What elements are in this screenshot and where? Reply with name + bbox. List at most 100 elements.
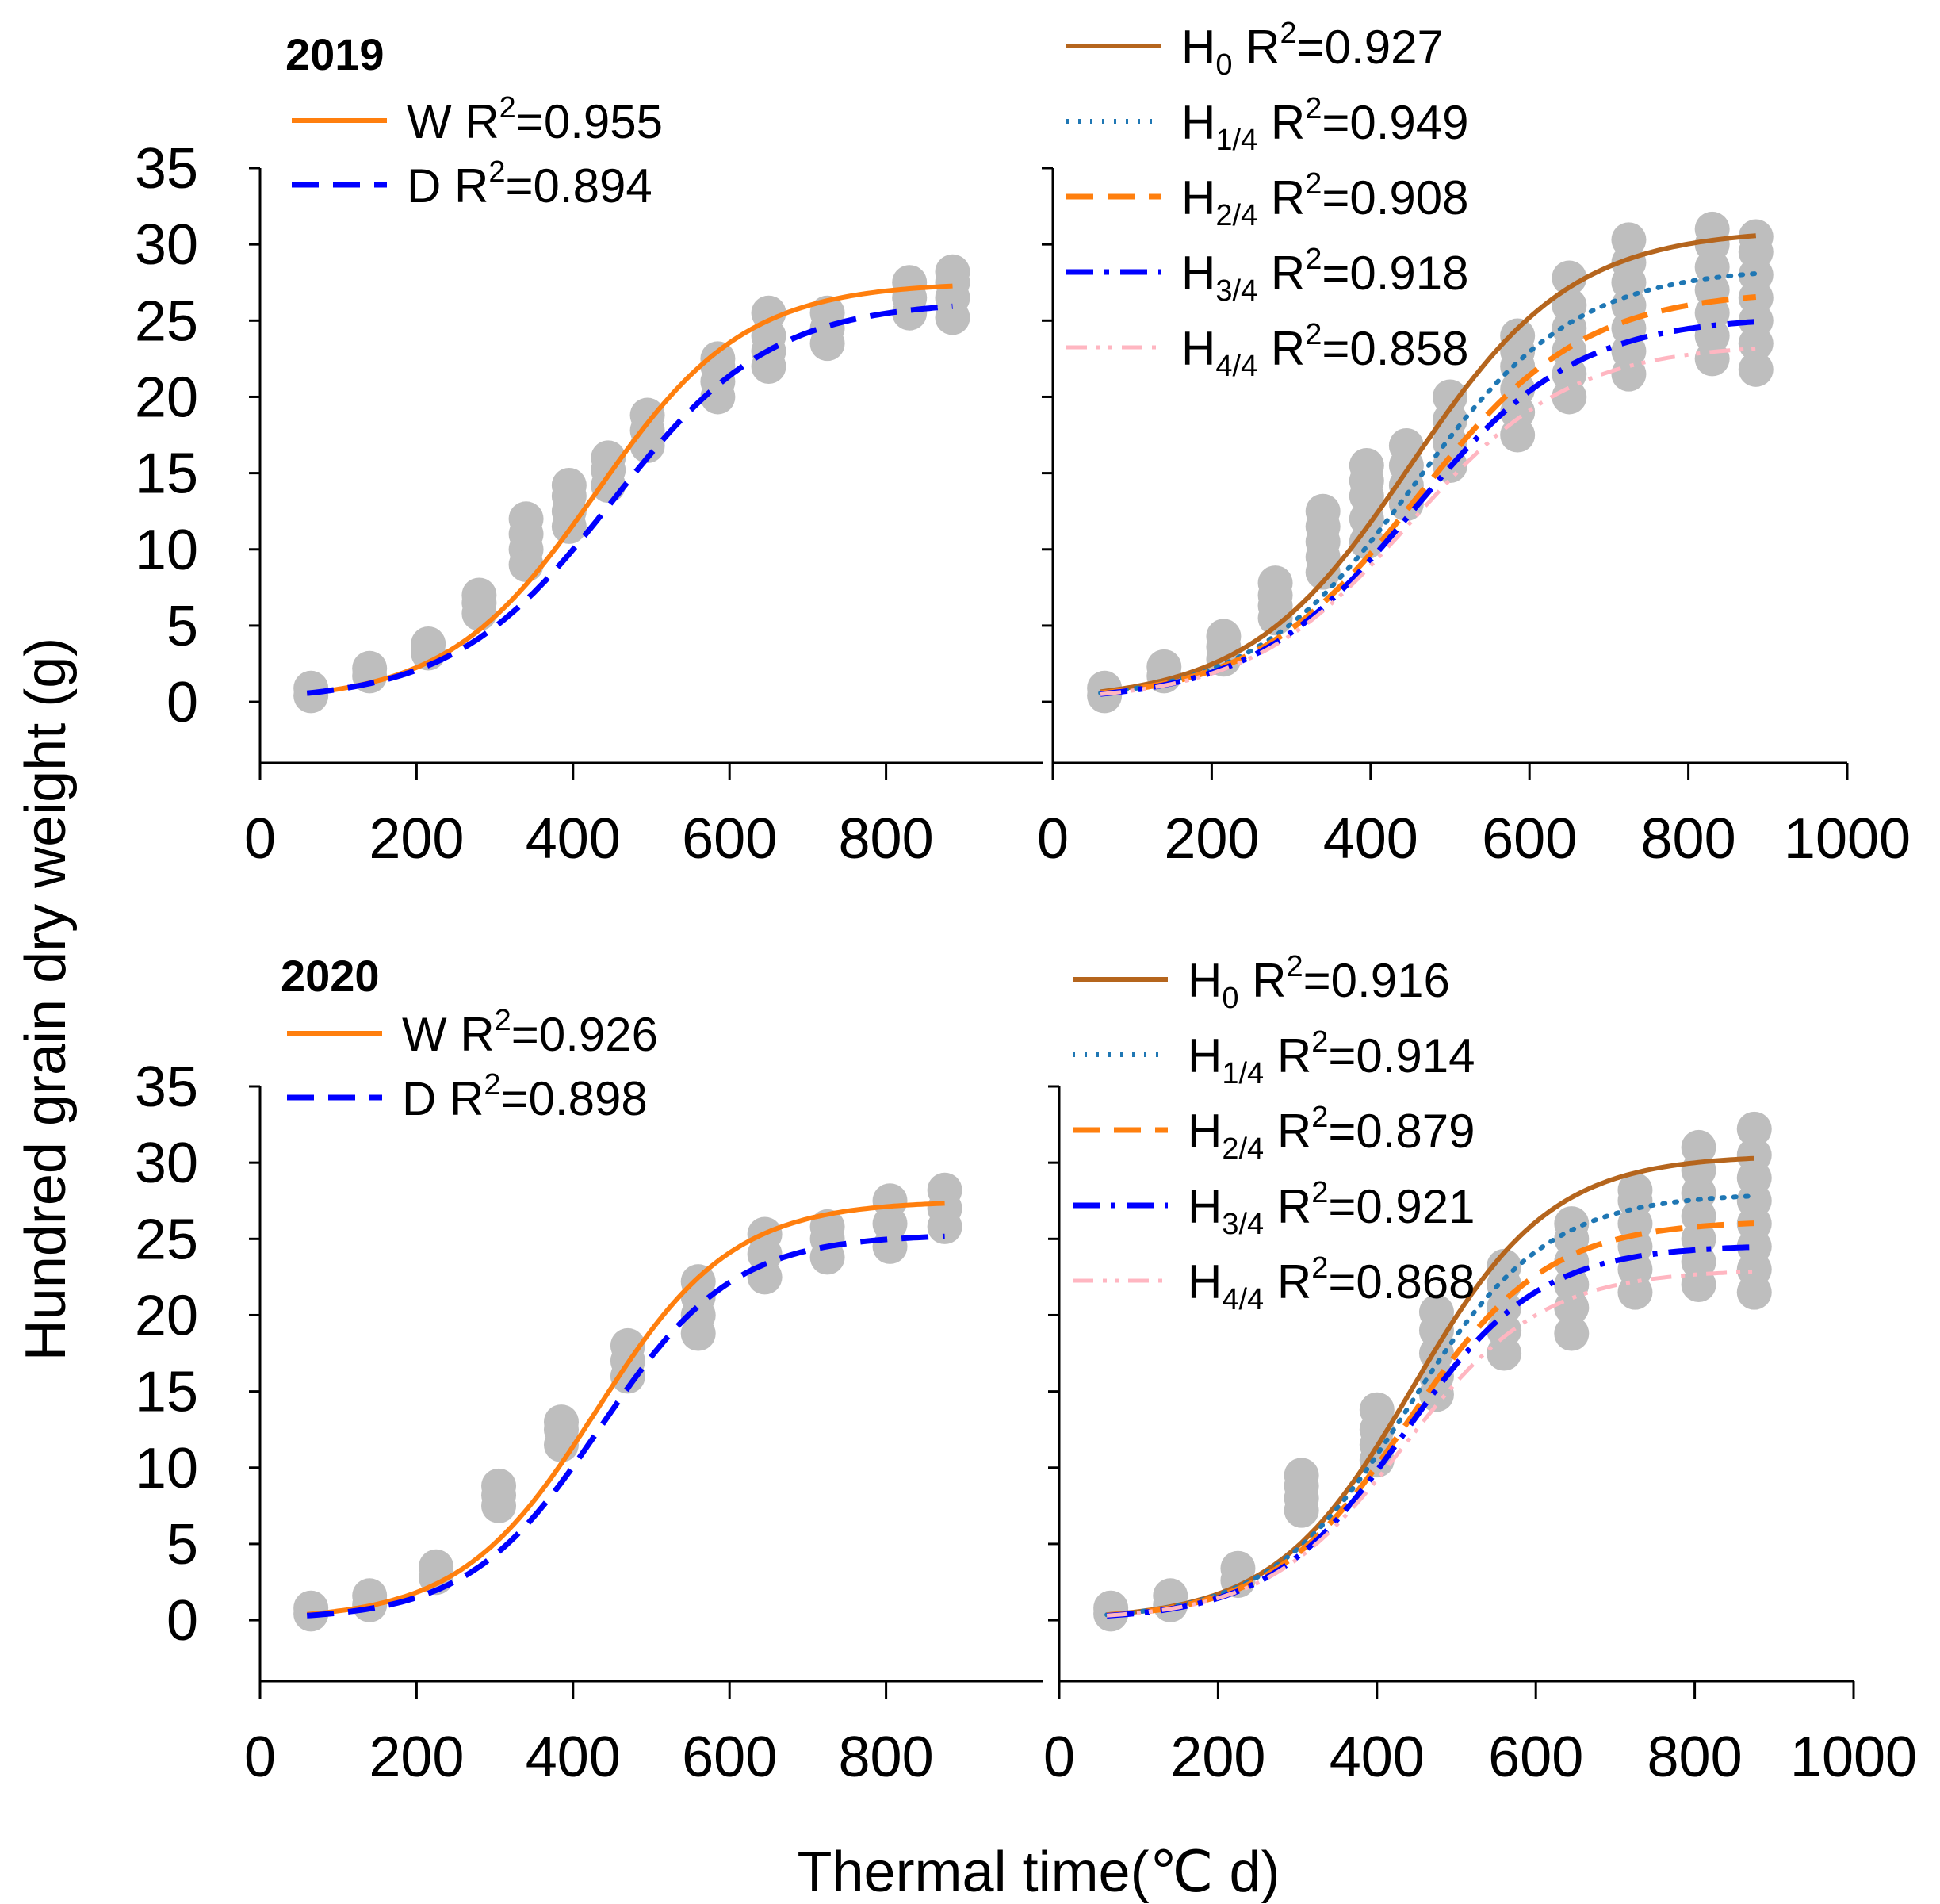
series-line-h1-4: [1098, 271, 1758, 695]
data-point: [700, 341, 736, 377]
legend-r-label: R: [465, 95, 499, 148]
data-point: [872, 1183, 908, 1219]
legend-symbol: H: [1181, 171, 1215, 224]
legend-superscript: 2: [1280, 17, 1297, 50]
legend-gap: [441, 159, 454, 213]
legend-r-label: R: [450, 1072, 484, 1125]
legend-entry: H0 R2=0.927: [1181, 17, 1444, 82]
legend-symbol: H: [1188, 1105, 1222, 1158]
legend-r2-value: =0.868: [1328, 1255, 1475, 1308]
data-point: [927, 1172, 962, 1208]
legend-symbol: W: [402, 1008, 447, 1061]
y-tick-label: 35: [135, 137, 198, 201]
data-point: [1617, 1172, 1653, 1208]
data-point: [1681, 1129, 1716, 1165]
x-tick-label: 400: [526, 807, 621, 871]
legend-gap: [1257, 322, 1271, 375]
legend-subscript: 3/4: [1215, 274, 1257, 308]
legend-r2-value: =0.879: [1328, 1105, 1475, 1158]
series-line-w: [306, 283, 953, 696]
y-tick-label: 10: [135, 519, 198, 582]
data-point: [1388, 428, 1424, 463]
x-tick-label: 0: [1043, 1726, 1075, 1789]
legend-superscript: 2: [499, 91, 516, 125]
x-tick-label: 400: [526, 1726, 621, 1789]
x-tick-label: 800: [839, 1726, 934, 1789]
legend-superscript: 2: [1305, 92, 1322, 125]
legend-gap: [1264, 1105, 1277, 1158]
legend-r2-value: =0.921: [1328, 1180, 1475, 1233]
series-line-h0: [1100, 233, 1757, 695]
legend-entry: H0 R2=0.916: [1188, 950, 1450, 1015]
data-point: [1093, 1590, 1129, 1626]
legend-entry: H3/4 R2=0.921: [1188, 1176, 1475, 1241]
legend-gap: [452, 95, 465, 148]
series-line-w: [306, 1201, 945, 1617]
legend-r2-value: =0.914: [1328, 1029, 1475, 1082]
legend-gap: [1264, 1180, 1277, 1233]
data-point: [1433, 379, 1467, 415]
x-tick-label: 200: [1164, 807, 1259, 871]
data-point: [1359, 1392, 1395, 1427]
legend-r2-value: =0.858: [1322, 322, 1468, 375]
x-tick-label: 200: [369, 1726, 464, 1789]
data-point: [1611, 222, 1647, 258]
y-tick-label: 15: [135, 442, 198, 506]
data-point: [543, 1404, 579, 1440]
legend-gap: [1264, 1255, 1277, 1308]
legend-r2-value: =0.949: [1322, 96, 1468, 149]
data-point: [481, 1468, 517, 1504]
x-tick-label: 0: [244, 1726, 276, 1789]
x-tick-label: 800: [839, 807, 934, 871]
y-tick-label: 20: [135, 1284, 198, 1347]
legend-superscript: 2: [1305, 167, 1322, 201]
legend-gap: [1257, 96, 1271, 149]
legend-subscript: 4/4: [1222, 1283, 1264, 1316]
legend-r2-value: =0.926: [511, 1008, 658, 1061]
y-tick-label: 20: [135, 366, 198, 429]
legend-gap: [436, 1072, 450, 1125]
legend-symbol: D: [407, 159, 441, 213]
legend-subscript: 1/4: [1215, 124, 1257, 157]
data-point: [1087, 670, 1123, 706]
legend-superscript: 2: [1305, 243, 1322, 276]
legend-r-label: R: [454, 159, 488, 213]
data-point: [1500, 318, 1536, 354]
x-tick-label: 600: [682, 1726, 777, 1789]
legend-entry: H4/4 R2=0.858: [1181, 318, 1469, 383]
data-point: [1220, 1550, 1256, 1586]
legend-symbol: H: [1181, 322, 1215, 375]
data-point: [352, 650, 388, 686]
data-point: [551, 468, 587, 503]
legend-r-label: R: [1277, 1105, 1311, 1158]
data-point: [1257, 565, 1293, 601]
x-tick-label: 0: [244, 807, 276, 871]
data-point: [293, 1590, 329, 1626]
legend-symbol: H: [1188, 1180, 1222, 1233]
legend-r2-value: =0.898: [501, 1072, 648, 1125]
legend-gap: [1257, 171, 1271, 224]
x-tick-label: 1000: [1790, 1726, 1917, 1789]
legend-symbol: H: [1188, 1255, 1222, 1308]
legend-r-label: R: [1277, 1180, 1311, 1233]
legend-superscript: 2: [1311, 1251, 1328, 1285]
data-point: [411, 626, 446, 661]
legend-r-label: R: [1271, 96, 1305, 149]
data-point: [293, 670, 329, 706]
legend-entry: W R2=0.926: [402, 1004, 658, 1061]
legend-superscript: 2: [495, 1004, 511, 1037]
x-tick-label: 600: [1488, 1726, 1583, 1789]
legend-gap: [1232, 21, 1246, 74]
data-point: [461, 577, 497, 613]
legend-r2-value: =0.918: [1322, 247, 1468, 300]
series-line-h2-4: [1106, 1220, 1754, 1619]
y-tick-label: 5: [166, 595, 198, 658]
legend-symbol: H: [1181, 247, 1215, 300]
data-point: [1552, 288, 1587, 324]
legend-r-label: R: [1246, 21, 1280, 74]
series-line-h2-4: [1100, 294, 1757, 696]
